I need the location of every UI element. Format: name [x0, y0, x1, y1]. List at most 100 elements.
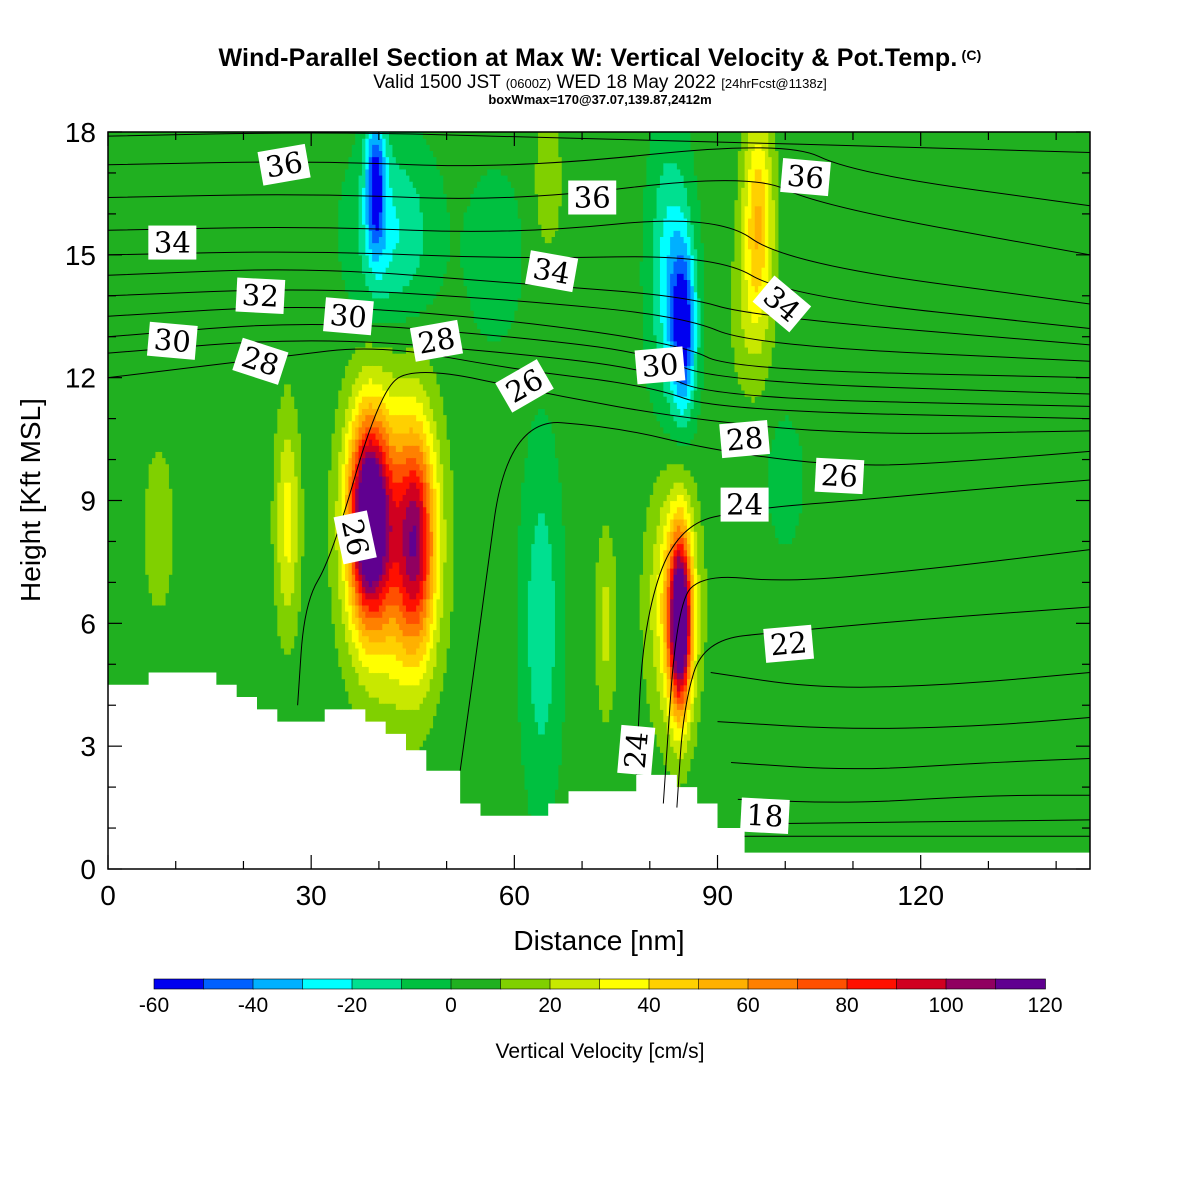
velocity-cell [741, 187, 746, 330]
velocity-cell [744, 279, 749, 348]
velocity-cell [670, 488, 675, 502]
velocity-cell [676, 463, 681, 483]
velocity-cell [554, 457, 559, 790]
velocity-cell [690, 389, 695, 409]
velocity-cell [395, 162, 400, 219]
velocity-cell [666, 512, 671, 532]
velocity-cell [1073, 132, 1078, 869]
velocity-cell [277, 561, 282, 637]
velocity-cell [632, 132, 637, 869]
velocity-cell [382, 439, 387, 452]
velocity-cell [368, 617, 373, 631]
velocity-cell [673, 162, 678, 207]
velocity-cell [680, 445, 685, 465]
velocity-cell [703, 568, 708, 643]
velocity-cell [1018, 132, 1023, 869]
velocity-cell [372, 611, 377, 618]
contour-label: 26 [814, 457, 865, 495]
velocity-cell [361, 224, 366, 274]
velocity-cell [382, 248, 387, 274]
velocity-cell [913, 132, 918, 869]
velocity-cell [534, 414, 539, 526]
contour-label-text: 24 [726, 488, 763, 522]
velocity-cell [365, 654, 370, 667]
velocity-cell [666, 432, 671, 465]
velocity-cell [372, 144, 377, 158]
velocity-cell [558, 482, 563, 766]
box-info: boxWmax=170@37.07,139.87,2412m [488, 92, 712, 107]
velocity-cell [416, 445, 421, 465]
velocity-cell [372, 580, 377, 594]
velocity-cell [460, 132, 465, 231]
velocity-cell [663, 525, 668, 551]
velocity-cell [795, 525, 800, 869]
velocity-cell [382, 488, 387, 557]
velocity-cell [439, 132, 444, 176]
velocity-cell [605, 586, 610, 661]
velocity-cell [487, 340, 492, 869]
potential-temperature-contours [108, 132, 1090, 837]
colorbar: -60 -40 -20 0 20 40 60 80 100 120 [139, 978, 1063, 1017]
velocity-cell [612, 132, 617, 557]
velocity-cell [246, 132, 251, 869]
velocity-cell [700, 389, 705, 526]
theta-contour-line [108, 306, 1090, 379]
velocity-cell [419, 353, 424, 385]
velocity-cell [378, 322, 383, 348]
velocity-cell [297, 132, 302, 434]
velocity-cell [121, 132, 126, 869]
velocity-cell [361, 187, 366, 225]
velocity-cell [382, 598, 387, 612]
colorbar-tick-label: -40 [238, 994, 268, 1017]
velocity-cell [351, 408, 356, 422]
velocity-cell [538, 733, 543, 839]
velocity-cell [389, 396, 394, 416]
velocity-cell [561, 721, 566, 869]
contour-label: 30 [634, 346, 686, 385]
theta-contour-line [108, 340, 1090, 407]
velocity-cell [680, 463, 685, 483]
velocity-cell [480, 132, 485, 176]
velocity-cell [402, 475, 407, 495]
velocity-cell [775, 426, 780, 538]
velocity-cell [1069, 132, 1074, 869]
velocity-cell [676, 709, 681, 723]
velocity-cell [378, 279, 383, 299]
velocity-cell [497, 340, 502, 869]
velocity-cell [389, 525, 394, 532]
velocity-cell [168, 132, 173, 489]
velocity-cell [676, 132, 681, 170]
theta-contour-line [108, 220, 1090, 305]
velocity-cell [595, 561, 600, 686]
velocity-cell [355, 647, 360, 674]
velocity-cell [676, 727, 681, 741]
velocity-cell [375, 586, 380, 600]
velocity-cell [605, 132, 610, 526]
velocity-cell [412, 611, 417, 624]
velocity-cell [385, 267, 390, 299]
velocity-cell [358, 426, 363, 440]
velocity-cell [798, 132, 803, 446]
contour-label-box [814, 457, 865, 495]
velocity-cell [666, 162, 671, 207]
velocity-cell [382, 138, 387, 158]
velocity-cell [365, 340, 370, 366]
velocity-cell [368, 156, 373, 231]
velocity-cell [280, 132, 285, 397]
velocity-cell [443, 132, 448, 195]
velocity-cell [412, 482, 417, 502]
velocity-cell [385, 580, 390, 594]
velocity-cell [859, 132, 864, 869]
velocity-cell [145, 132, 150, 489]
velocity-cell [405, 285, 410, 317]
colorbar-swatch [896, 978, 947, 990]
velocity-cell [372, 156, 377, 225]
velocity-cell [341, 623, 346, 680]
velocity-cell [422, 463, 427, 483]
velocity-cell [351, 383, 356, 409]
velocity-cell [419, 678, 424, 704]
velocity-cell [402, 168, 407, 287]
velocity-cell [582, 132, 587, 869]
contour-label-box [232, 337, 289, 385]
